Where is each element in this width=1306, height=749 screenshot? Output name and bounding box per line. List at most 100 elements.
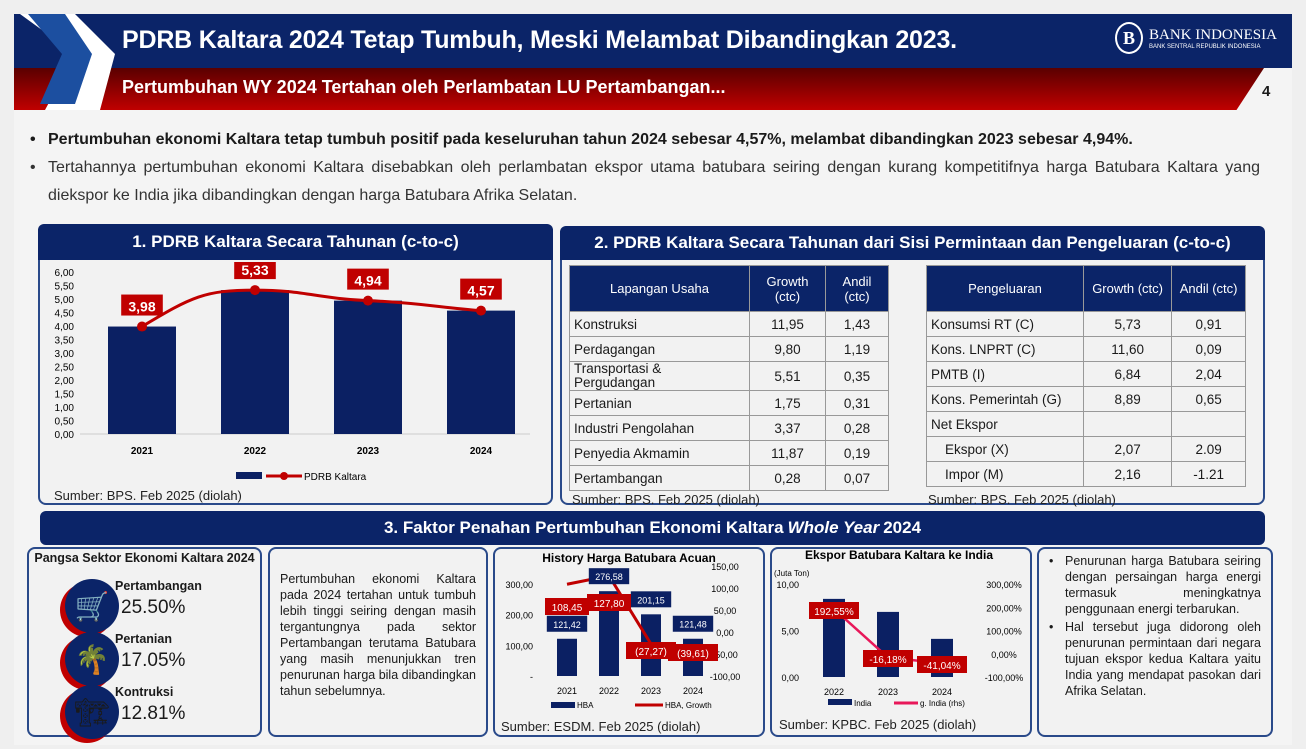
table-cell: 2.09 — [1171, 436, 1246, 462]
table-header: Andil (ctc) — [824, 265, 890, 312]
table-row: Impor (M) 2,16 -1.21 — [926, 461, 1246, 487]
table-cell: 0,28 — [749, 465, 826, 491]
y2-tick-label: 100,00 — [711, 584, 739, 594]
bar — [108, 326, 176, 434]
table-cell: 3,37 — [749, 415, 826, 441]
sector-label: Kontruksi — [115, 685, 174, 699]
table-header: Growth (ctc) — [749, 265, 826, 312]
y-tick-label: 1,00 — [55, 403, 75, 414]
table-cell: Industri Pengolahan — [569, 415, 750, 441]
pdrb-chart: 0,00 0,50 1,00 1,50 2,00 2,50 3,00 3,50 4,00 4,50… — [55, 262, 530, 483]
india-export-chart: Ekspor Batubara Kaltara ke India (Juta To… — [774, 548, 1023, 708]
table-cell: Penyedia Akmamin — [569, 440, 750, 466]
bullet-item: Tertahannya pertumbuhan ekonomi Kaltara … — [30, 154, 1260, 210]
note-item: • Hal tersebut juga didorong oleh penurun… — [1049, 620, 1261, 698]
growth-value-label: -16,18% — [869, 655, 906, 666]
table-cell: 2,16 — [1082, 461, 1173, 487]
y-tick-label: 5,50 — [55, 282, 75, 293]
bar — [334, 300, 402, 434]
table-cell: 0,09 — [1171, 336, 1246, 362]
table-cell: 9,80 — [749, 336, 826, 362]
y2-tick-label: -50,00 — [712, 650, 738, 660]
sector-share-title: Pangsa Sektor Ekonomi Kaltara 2024 — [34, 551, 255, 565]
table-cell: 2,07 — [1082, 436, 1173, 462]
table-cell: 0,65 — [1171, 386, 1246, 412]
sector-growth-table: Lapangan Usaha Growth (ctc) Andil (ctc) Kon… — [569, 265, 890, 491]
y2-tick-label: 100,00% — [986, 627, 1022, 637]
table-row: Konstruksi 11,95 1,43 — [569, 311, 890, 337]
table-cell: 5,73 — [1082, 311, 1173, 337]
logo-mark-icon: B — [1115, 22, 1143, 54]
chevron-icon — [20, 14, 115, 110]
line-point — [476, 305, 486, 316]
summary-bullets: Pertumbuhan ekonomi Kaltara tetap tumbuh… — [30, 126, 1260, 210]
legend-bar-swatch — [551, 702, 575, 708]
section2-title: 2. PDRB Kaltara Secara Tahunan dari Sisi… — [560, 226, 1265, 260]
hba-source: Sumber: ESDM. Feb 2025 (diolah) — [501, 719, 701, 734]
table-cell: Net Ekspor — [926, 411, 1084, 437]
y-tick-label: 4,50 — [55, 309, 75, 320]
table-row: Pertambangan 0,28 0,07 — [569, 465, 890, 491]
growth-value-label-bg — [626, 642, 676, 659]
table-cell: 5,51 — [749, 361, 826, 391]
table-cell: 1,19 — [824, 336, 890, 362]
bar — [877, 611, 899, 677]
bar — [221, 290, 289, 434]
table-header: Lapangan Usaha — [569, 265, 750, 312]
x-tick-label: 2022 — [824, 687, 844, 697]
note-item: • Penurunan harga Batubara seiring dengan… — [1049, 554, 1261, 616]
sector-label: Pertanian — [115, 632, 172, 646]
legend-label: HBA — [577, 701, 594, 710]
expenditure-growth-table: Pengeluaran Growth (ctc) Andil (ctc) Konsum… — [926, 265, 1246, 487]
data-label-bg — [234, 262, 276, 280]
bar-value-label: 276,58 — [595, 572, 623, 582]
table-row: Kons. LNPRT (C) 11,60 0,09 — [926, 336, 1246, 362]
section1-source: Sumber: BPS. Feb 2025 (diolah) — [54, 488, 242, 503]
table-cell: 11,95 — [749, 311, 826, 337]
page-subtitle: Pertumbuhan WY 2024 Tertahan oleh Perlam… — [122, 77, 726, 97]
table-cell: Perdagangan — [569, 336, 750, 362]
data-label: 4,94 — [354, 273, 381, 289]
growth-value-label-bg — [917, 656, 967, 673]
section2-source-left: Sumber: BPS. Feb 2025 (diolah) — [572, 492, 760, 507]
y-tick-label: - — [530, 672, 533, 682]
table-row: Transportasi & Pergudangan 5,51 0,35 — [569, 361, 890, 391]
x-tick-label: 2024 — [683, 686, 703, 696]
legend-label: g. India (rhs) — [920, 699, 965, 708]
table-cell: 0,91 — [1171, 311, 1246, 337]
table-cell: 1,75 — [749, 390, 826, 416]
section2-source-right: Sumber: BPS. Feb 2025 (diolah) — [928, 492, 1116, 507]
growth-value-label-bg — [545, 598, 589, 615]
bar — [447, 310, 515, 434]
line-series — [141, 288, 482, 328]
sector-label: Pertambangan — [115, 579, 202, 593]
x-tick-label: 2021 — [557, 686, 577, 696]
y2-tick-label: 50,00 — [714, 606, 737, 616]
table-cell — [1171, 411, 1246, 437]
bullet-item: Pertumbuhan ekonomi Kaltara tetap tumbuh… — [30, 126, 1260, 154]
bar-value-label: 121,42 — [553, 620, 581, 630]
table-cell: Kons. LNPRT (C) — [926, 336, 1084, 362]
table-cell: 0,35 — [824, 361, 890, 391]
table-cell: Pertambangan — [569, 465, 750, 491]
header-bar — [14, 14, 1292, 68]
y-axis-label: (Juta Ton) — [774, 569, 810, 578]
table-cell: Pertanian — [569, 390, 750, 416]
chart-title: Ekspor Batubara Kaltara ke India — [805, 548, 993, 562]
table-header: Andil (ctc) — [1171, 265, 1246, 312]
narrative-text: Pertumbuhan ekonomi Kaltara pada 2024 te… — [280, 572, 476, 698]
growth-value-label: 108,45 — [552, 603, 583, 614]
table-row: Net Ekspor — [926, 411, 1246, 437]
y-tick-label: 3,00 — [55, 349, 75, 360]
x-tick-label: 2024 — [470, 446, 493, 457]
table-cell: Impor (M) — [926, 461, 1084, 487]
table-cell: Transportasi & Pergudangan — [569, 361, 750, 391]
narrative-panel: Pertumbuhan ekonomi Kaltara pada 2024 te… — [268, 547, 488, 737]
legend-marker — [280, 472, 288, 480]
legend-bar-swatch — [828, 699, 852, 705]
table-row: Konsumsi RT (C) 5,73 0,91 — [926, 311, 1246, 337]
growth-value-label: 127,80 — [594, 599, 625, 610]
table-cell — [1082, 411, 1173, 437]
growth-value-label: 192,55% — [814, 607, 854, 618]
coal-cart-icon: 🛒 — [65, 579, 119, 633]
